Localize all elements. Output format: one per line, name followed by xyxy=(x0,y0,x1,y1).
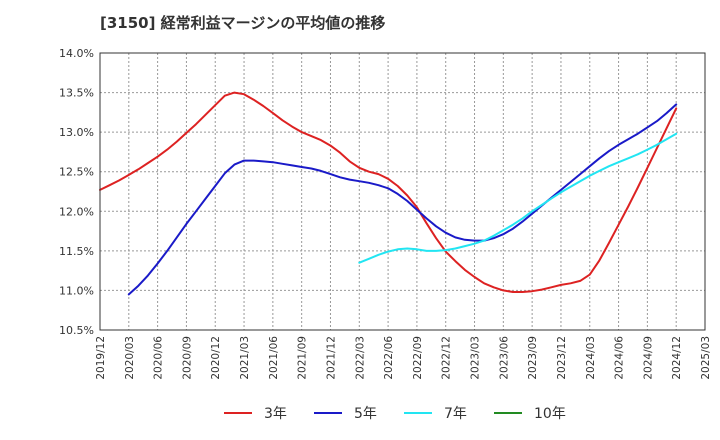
plot-border xyxy=(99,52,706,331)
legend-item: 5年 xyxy=(314,406,377,422)
x-tick-label: 2023/06 xyxy=(498,336,510,380)
x-tick-label: 2020/03 xyxy=(124,336,136,380)
x-tick-label: 2020/12 xyxy=(210,336,222,380)
x-tick-label: 2023/09 xyxy=(527,336,539,380)
y-tick-label: 13.5% xyxy=(59,87,94,100)
x-tick-label: 2024/09 xyxy=(642,336,654,380)
x-tick-label: 2022/03 xyxy=(354,336,366,380)
x-tick-label: 2021/06 xyxy=(268,336,280,380)
chart-title: [3150] 経常利益マージンの平均値の推移 xyxy=(100,14,386,32)
legend-label: 5年 xyxy=(354,406,377,422)
y-tick-label: 11.5% xyxy=(59,245,94,258)
y-tick-label: 11.0% xyxy=(59,284,94,297)
y-tick-label: 12.0% xyxy=(59,205,94,218)
legend-item: 7年 xyxy=(404,406,467,422)
x-tick-label: 2021/03 xyxy=(239,336,251,380)
x-tick-label: 2020/09 xyxy=(181,336,193,380)
legend-label: 7年 xyxy=(444,406,467,422)
x-tick-label: 2022/12 xyxy=(441,336,453,380)
x-tick-label: 2021/09 xyxy=(297,336,309,380)
x-tick-label: 2022/09 xyxy=(412,336,424,380)
x-tick-label: 2022/06 xyxy=(383,336,395,380)
x-tick-label: 2024/12 xyxy=(671,336,683,380)
y-tick-label: 13.0% xyxy=(59,126,94,139)
x-tick-label: 2024/06 xyxy=(614,336,626,380)
y-tick-label: 14.0% xyxy=(59,47,94,60)
y-axis: 10.5% 11.0% 11.5% 12.0% 12.5% 13.0% 13.5% 14.0% xyxy=(59,47,94,337)
series-lines xyxy=(99,91,678,296)
x-tick-label: 2025/03 xyxy=(700,336,712,380)
x-tick-label: 2023/03 xyxy=(470,336,482,380)
x-tick-label: 2023/12 xyxy=(556,336,568,380)
y-tick-label: 12.5% xyxy=(59,166,94,179)
legend-item: 10年 xyxy=(494,406,566,422)
legend-label: 3年 xyxy=(264,406,287,422)
series-line-7年 xyxy=(358,132,678,264)
legend-item: 3年 xyxy=(224,406,287,422)
legend-label: 10年 xyxy=(534,406,566,422)
x-tick-label: 2021/12 xyxy=(325,336,337,380)
series-line-5年 xyxy=(127,103,678,296)
x-tick-label: 2024/03 xyxy=(585,336,597,380)
x-axis: 2019/12 2020/03 2020/06 2020/09 2020/12 2021/… xyxy=(95,336,712,380)
y-tick-label: 10.5% xyxy=(59,324,94,337)
x-tick-label: 2020/06 xyxy=(153,336,165,380)
legend: 3年 5年 7年 10年 xyxy=(224,406,566,422)
x-tick-label: 2019/12 xyxy=(95,336,107,380)
series-line-3年 xyxy=(99,91,678,293)
